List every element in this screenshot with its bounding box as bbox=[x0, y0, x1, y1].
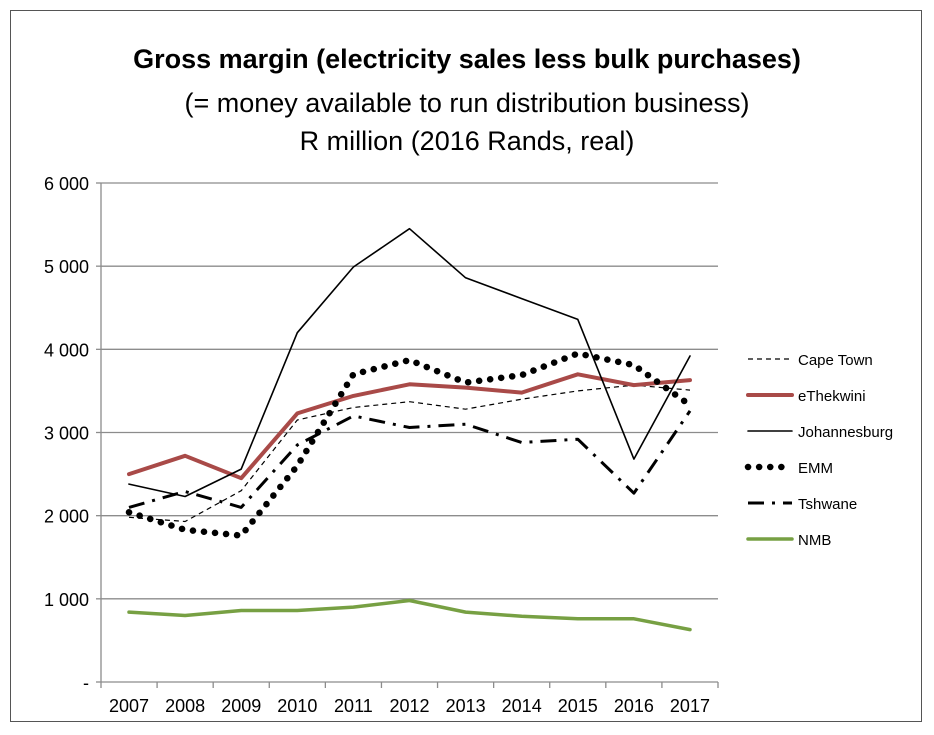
y-tick-label: 1 000 bbox=[44, 590, 89, 610]
series-line-emm bbox=[125, 350, 694, 539]
legend: Cape Town eThekwini Johannesburg EMM Tshwane… bbox=[744, 352, 893, 549]
x-tick-label: 2011 bbox=[334, 696, 373, 716]
series-line-cape-town bbox=[128, 384, 691, 523]
x-tick-label: 2016 bbox=[614, 696, 654, 716]
series-line-ethekwini bbox=[127, 372, 692, 481]
x-tick-label: 2012 bbox=[389, 696, 429, 716]
series-line-tshwane bbox=[128, 410, 692, 509]
x-tick-label: 2014 bbox=[502, 696, 542, 716]
y-tick-label: 4 000 bbox=[44, 340, 89, 360]
x-tick-label: 2007 bbox=[109, 696, 149, 716]
axes: - 1 000 2 000 3 000 4 000 5 000 6 000 2007 2008 2… bbox=[44, 174, 719, 716]
x-tick-label: 2015 bbox=[558, 696, 598, 716]
legend-label-emm: EMM bbox=[798, 460, 833, 477]
x-tick-label: 2017 bbox=[670, 696, 710, 716]
series-lines bbox=[125, 227, 694, 632]
chart-frame bbox=[10, 10, 922, 722]
x-tick-label: 2009 bbox=[221, 696, 261, 716]
chart-subtitle-line-1: (= money available to run distribution b… bbox=[184, 88, 750, 118]
y-tick-label: 3 000 bbox=[44, 424, 89, 444]
y-tick-label: 6 000 bbox=[44, 174, 89, 194]
legend-label-ethekwini: eThekwini bbox=[798, 388, 866, 405]
y-tick-label: - bbox=[83, 673, 89, 693]
chart-title: Gross margin (electricity sales less bul… bbox=[133, 44, 801, 74]
y-tick-label: 2 000 bbox=[44, 507, 89, 527]
legend-label-cape-town: Cape Town bbox=[798, 352, 873, 369]
legend-label-johannesburg: Johannesburg bbox=[798, 424, 893, 441]
gridlines bbox=[101, 182, 718, 600]
x-tick-label: 2008 bbox=[165, 696, 205, 716]
chart-subtitle-line-2: R million (2016 Rands, real) bbox=[299, 126, 635, 156]
legend-label-nmb: NMB bbox=[798, 532, 831, 549]
x-tick-label: 2013 bbox=[446, 696, 486, 716]
legend-label-tshwane: Tshwane bbox=[798, 496, 857, 513]
series-line-nmb bbox=[127, 598, 692, 632]
y-tick-label: 5 000 bbox=[44, 257, 89, 277]
x-tick-label: 2010 bbox=[277, 696, 317, 716]
series-line-johannesburg bbox=[128, 227, 691, 498]
